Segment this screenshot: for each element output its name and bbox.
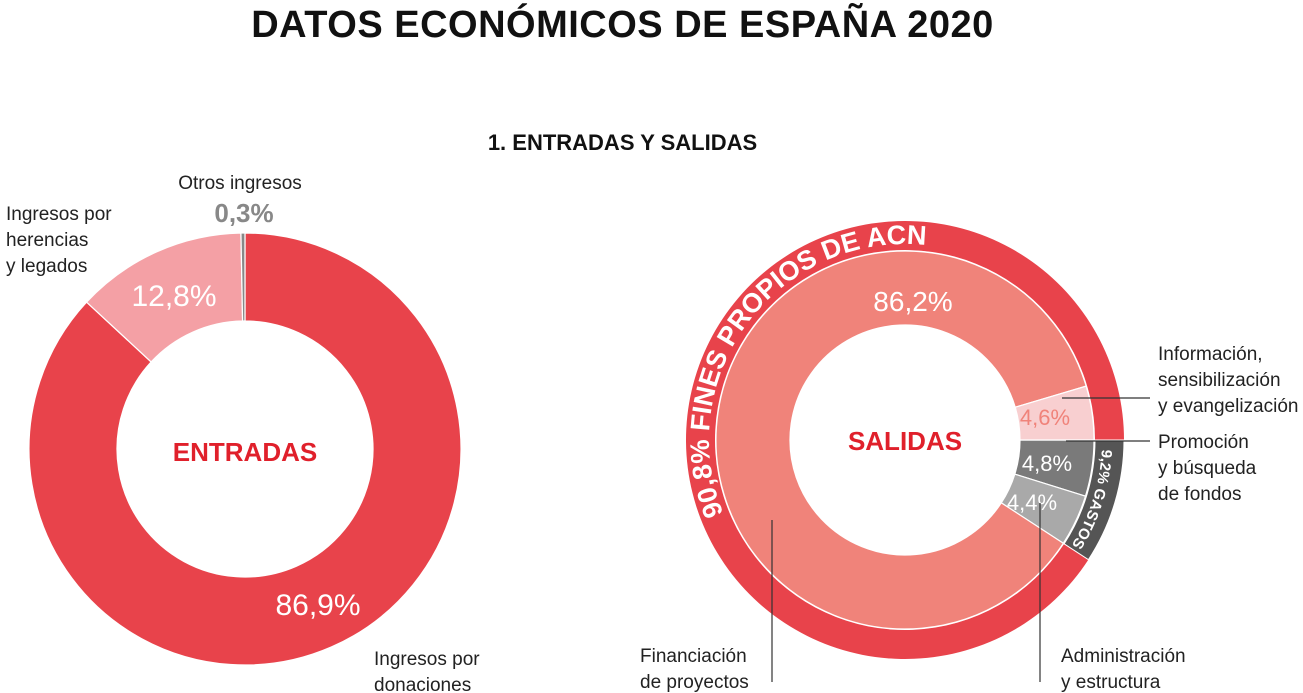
slice-label: y legados bbox=[6, 256, 87, 277]
slice-0 bbox=[28, 232, 462, 666]
center-label: ENTRADAS bbox=[173, 437, 317, 467]
slice-label: Administración bbox=[1061, 646, 1186, 667]
slice-label: y estructura bbox=[1061, 672, 1161, 693]
ring-gastos bbox=[1063, 439, 1125, 561]
slice-2 bbox=[715, 250, 1087, 630]
value-label: 4,8% bbox=[1022, 451, 1072, 476]
slice-label: de proyectos bbox=[640, 672, 749, 693]
slice-label: Ingresos por bbox=[6, 204, 112, 225]
slice-label: Financiación bbox=[640, 646, 747, 667]
slice-label: Ingresos por bbox=[374, 649, 480, 670]
slice-3 bbox=[1014, 385, 1095, 441]
slice-label: Promoción bbox=[1158, 432, 1249, 453]
value-label: 86,9% bbox=[275, 589, 360, 622]
slice-label: y evangelización bbox=[1158, 396, 1298, 417]
value-label: 86,2% bbox=[873, 286, 952, 317]
slice-label: herencias bbox=[6, 230, 88, 251]
value-label: 4,6% bbox=[1020, 405, 1070, 430]
center-label: SALIDAS bbox=[848, 426, 962, 456]
slice-label: de fondos bbox=[1158, 484, 1241, 505]
slice-2 bbox=[240, 232, 246, 322]
value-label: 12,8% bbox=[131, 280, 216, 313]
slice-label: Otros ingresos bbox=[178, 173, 302, 194]
value-label: 4,4% bbox=[1007, 490, 1057, 515]
slice-label: Información, bbox=[1158, 344, 1263, 365]
page-title: DATOS ECONÓMICOS DE ESPAÑA 2020 bbox=[251, 4, 994, 46]
slice-label: y búsqueda bbox=[1158, 458, 1257, 479]
section-title: 1. ENTRADAS Y SALIDAS bbox=[487, 130, 758, 155]
slice-label: donaciones bbox=[374, 675, 471, 693]
slice-label: sensibilización bbox=[1158, 370, 1281, 391]
value-label: 0,3% bbox=[214, 198, 273, 228]
